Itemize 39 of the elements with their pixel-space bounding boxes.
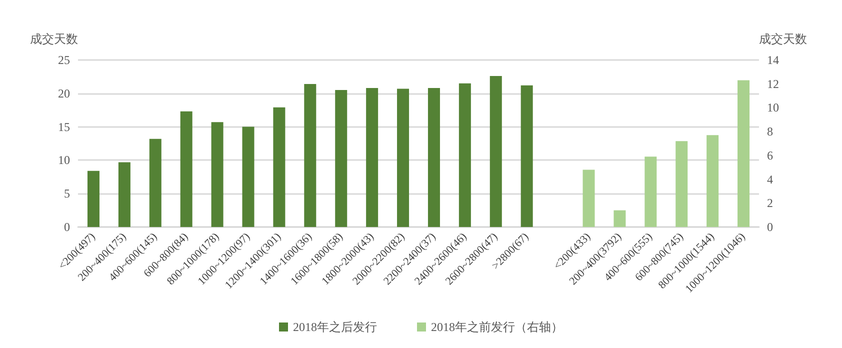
bar xyxy=(304,84,316,227)
y2-tick-label: 10 xyxy=(767,100,779,115)
bar xyxy=(397,88,410,227)
bar xyxy=(87,170,100,227)
bar xyxy=(149,138,162,227)
bar xyxy=(676,141,688,227)
legend-label: 2018年之前发行（右轴） xyxy=(431,320,563,334)
y2-tick-label: 0 xyxy=(767,220,773,234)
bar xyxy=(738,80,750,227)
bar xyxy=(490,76,502,227)
bar xyxy=(273,107,286,227)
y2-tick-label: 2 xyxy=(767,196,773,210)
bar xyxy=(366,88,378,227)
bar xyxy=(706,135,719,227)
bar xyxy=(180,111,192,227)
y2-tick-label: 14 xyxy=(767,53,779,67)
y2-tick-label: 12 xyxy=(767,76,779,91)
bar xyxy=(520,85,533,227)
y-tick-label: 25 xyxy=(58,53,70,67)
y2-tick-label: 6 xyxy=(767,148,773,162)
y-tick-label: 20 xyxy=(58,86,70,100)
y-axis-title: 成交天数 xyxy=(30,32,78,46)
bar xyxy=(458,83,471,227)
bar xyxy=(242,126,254,227)
bar xyxy=(614,210,626,227)
bar xyxy=(582,170,595,227)
y-tick-label: 5 xyxy=(64,186,70,201)
bar xyxy=(211,122,224,227)
bar xyxy=(118,162,130,227)
y-tick-label: 10 xyxy=(58,153,70,168)
legend-label: 2018年之后发行 xyxy=(293,320,377,334)
bar xyxy=(644,156,657,227)
y2-tick-label: 4 xyxy=(767,172,773,186)
y-tick-label: 15 xyxy=(58,120,70,134)
y-tick-label: 0 xyxy=(64,220,70,234)
y2-tick-label: 8 xyxy=(767,124,773,139)
bar xyxy=(335,90,348,227)
bar xyxy=(428,88,440,227)
y2-axis-title: 成交天数 xyxy=(759,32,807,46)
